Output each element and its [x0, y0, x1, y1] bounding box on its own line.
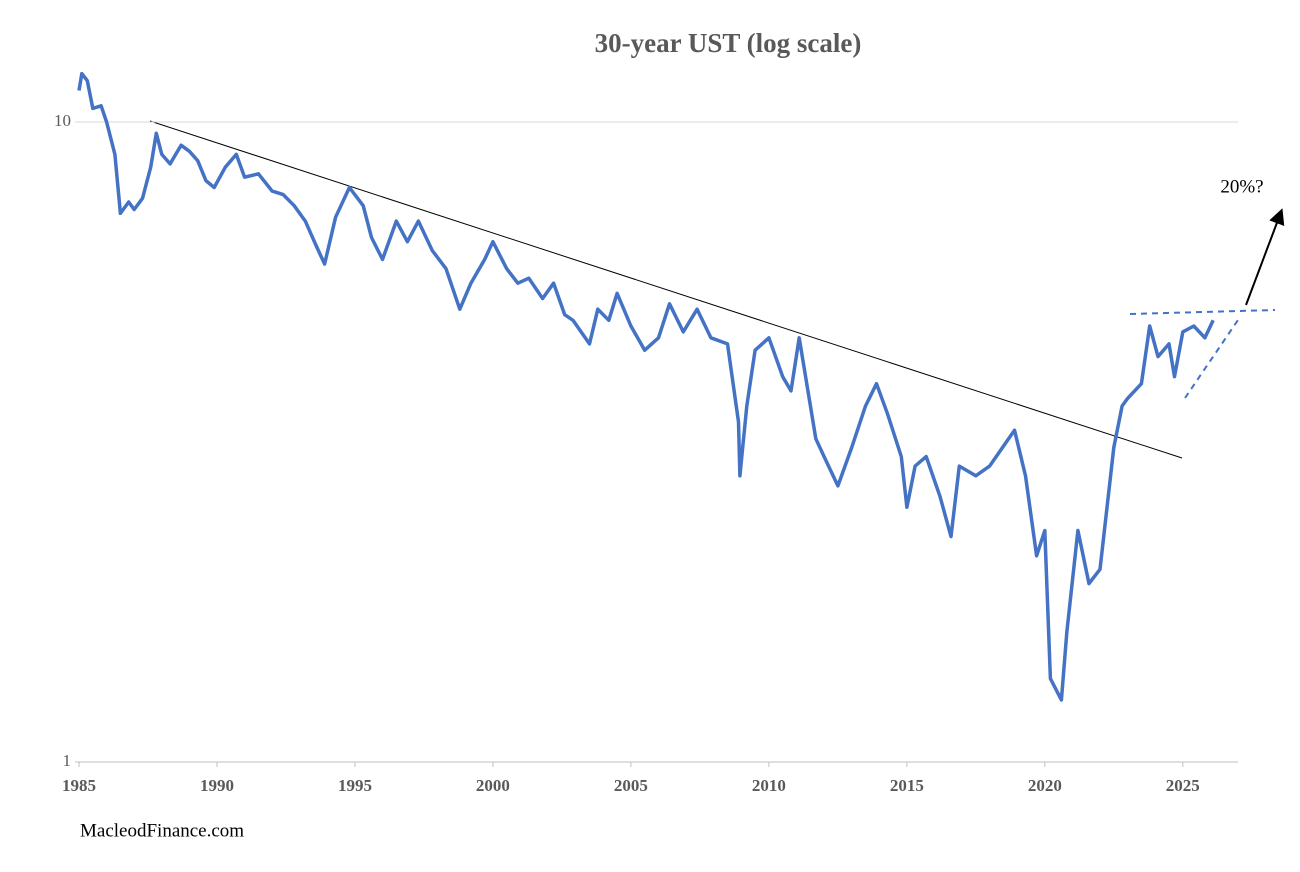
annotation: 20%?	[1220, 176, 1263, 197]
x-tick-label: 2000	[476, 776, 510, 795]
x-tick-label: 2020	[1028, 776, 1062, 795]
chart-title: 30-year UST (log scale)	[595, 28, 862, 58]
x-tick-label: 2015	[890, 776, 924, 795]
y-tick-label: 1	[63, 751, 72, 770]
source: MacleodFinance.com	[80, 820, 244, 841]
x-tick-label: 1990	[200, 776, 234, 795]
resistance-line	[1129, 309, 1276, 315]
support-line	[1184, 319, 1239, 399]
x-tick-label: 1995	[338, 776, 372, 795]
arrow	[1245, 208, 1285, 306]
y-tick-label: 10	[54, 111, 71, 130]
x-tick-label: 2025	[1166, 776, 1200, 795]
trend-line	[149, 120, 1183, 459]
x-tick-label: 1985	[62, 776, 96, 795]
x-tick-label: 2005	[614, 776, 648, 795]
series-line	[77, 71, 1215, 702]
x-tick-label: 2010	[752, 776, 786, 795]
